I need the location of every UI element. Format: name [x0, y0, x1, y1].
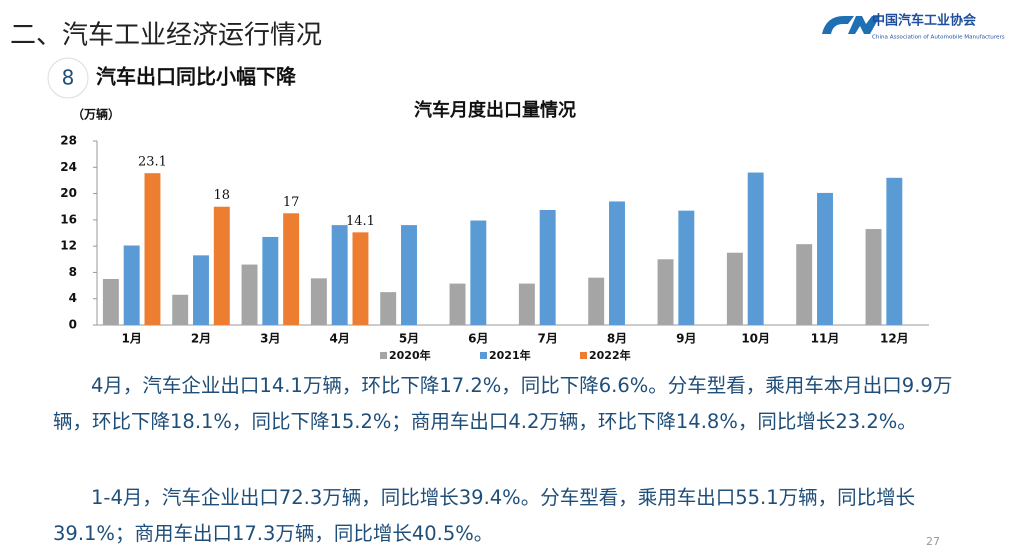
legend-swatch: [480, 352, 487, 359]
bar: [352, 232, 369, 325]
paragraph: 1-4月，汽车企业出口72.3万辆，同比增长39.4%。分车型看，乘用车出口55…: [53, 486, 916, 545]
x-tick-label: 1月: [121, 332, 141, 346]
logo-mark: [822, 16, 880, 34]
x-tick-label: 7月: [537, 332, 557, 346]
x-tick-label: 2月: [191, 332, 211, 346]
x-tick-label: 8月: [607, 332, 627, 346]
bar: [193, 255, 209, 325]
bar: [470, 220, 487, 325]
legend-label: 2021年: [489, 348, 531, 362]
bar: [609, 201, 625, 325]
bar: [817, 192, 833, 325]
data-label: 23.1: [138, 155, 167, 170]
bar: [380, 292, 397, 325]
x-tick-label: 9月: [676, 332, 696, 346]
bar: [283, 213, 300, 325]
header-title: 二、汽车工业经济运行情况: [10, 21, 322, 51]
y-tick-label: 0: [69, 318, 77, 332]
bar: [518, 283, 535, 325]
bar: [796, 244, 813, 325]
bar: [865, 229, 882, 325]
bar: [213, 206, 230, 325]
x-tick-label: 5月: [399, 332, 419, 346]
data-label: 18: [214, 188, 231, 203]
bar: [123, 245, 140, 325]
data-label: 14.1: [346, 214, 375, 229]
bar: [172, 294, 189, 325]
bar: [262, 236, 279, 325]
bar: [678, 210, 695, 325]
bar: [310, 278, 327, 325]
legend-label: 2022年: [589, 348, 631, 362]
legend-label: 2020年: [389, 348, 431, 362]
bar: [144, 173, 161, 325]
section-number: 8: [62, 66, 75, 90]
y-tick-label: 16: [60, 212, 77, 226]
logo-english: China Association of Automobile Manufact…: [872, 35, 1005, 41]
bar: [588, 277, 605, 325]
bar: [747, 172, 764, 325]
paragraph: 4月，汽车企业出口14.1万辆，环比下降17.2%，同比下降6.6%。分车型看，…: [53, 374, 953, 433]
bar: [401, 225, 417, 325]
bar: [539, 210, 556, 325]
bar: [241, 264, 258, 325]
data-label: 17: [283, 195, 300, 210]
x-tick-label: 6月: [468, 332, 488, 346]
x-tick-label: 4月: [329, 332, 349, 346]
legend-swatch: [380, 352, 387, 359]
x-tick-label: 12月: [880, 332, 909, 346]
y-tick-label: 20: [60, 186, 77, 200]
bar: [886, 177, 903, 325]
bar: [449, 283, 466, 325]
x-tick-label: 11月: [811, 332, 840, 346]
legend-swatch: [580, 352, 587, 359]
y-tick-label: 24: [60, 160, 77, 174]
logo-name: 中国汽车工业协会: [872, 13, 977, 29]
y-tick-label: 8: [69, 265, 77, 279]
x-tick-label: 10月: [741, 332, 770, 346]
y-axis-label: （万辆）: [72, 107, 120, 122]
page-number: 27: [926, 535, 940, 548]
y-tick-label: 12: [60, 239, 77, 253]
section-title: 汽车出口同比小幅下降: [96, 65, 297, 89]
chart-title: 汽车月度出口量情况: [414, 99, 576, 121]
bar: [726, 252, 743, 325]
bar: [102, 279, 119, 325]
y-tick-label: 28: [60, 134, 77, 148]
bar: [657, 259, 674, 325]
section-badge: [47, 57, 89, 99]
y-tick-label: 4: [69, 291, 77, 305]
bar: [331, 225, 348, 325]
x-tick-label: 3月: [260, 332, 280, 346]
